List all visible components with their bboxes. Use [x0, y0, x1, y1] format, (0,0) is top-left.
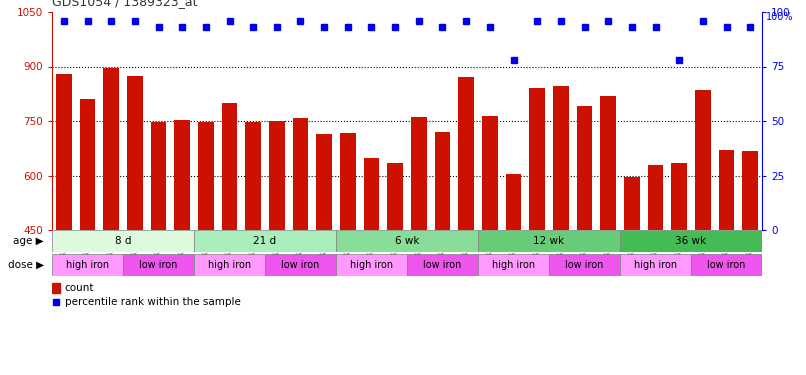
Bar — [478, 254, 549, 276]
Bar — [671, 163, 687, 230]
Bar — [600, 96, 616, 230]
Text: high iron: high iron — [492, 260, 535, 270]
Text: high iron: high iron — [350, 260, 393, 270]
Bar — [506, 174, 521, 230]
Text: GDS1054 / 1389323_at: GDS1054 / 1389323_at — [52, 0, 197, 8]
Bar — [549, 254, 620, 276]
Bar — [52, 254, 123, 276]
Bar — [340, 133, 355, 230]
Bar — [293, 118, 308, 230]
Bar — [222, 103, 237, 230]
Bar — [411, 117, 426, 230]
Text: low iron: low iron — [423, 260, 462, 270]
Bar — [317, 134, 332, 230]
Bar — [648, 165, 663, 230]
Bar — [103, 68, 118, 230]
Text: age ▶: age ▶ — [14, 236, 44, 246]
Bar — [194, 254, 265, 276]
Bar — [577, 106, 592, 230]
Bar — [198, 122, 214, 230]
Text: high iron: high iron — [634, 260, 677, 270]
Bar — [478, 230, 620, 252]
Bar — [269, 121, 285, 230]
Text: 36 wk: 36 wk — [675, 236, 707, 246]
Bar — [336, 230, 478, 252]
Bar — [719, 150, 734, 230]
Text: high iron: high iron — [208, 260, 251, 270]
Text: 12 wk: 12 wk — [534, 236, 564, 246]
Bar — [530, 88, 545, 230]
Bar — [620, 230, 762, 252]
Bar — [265, 254, 336, 276]
Bar — [52, 283, 60, 292]
Bar — [151, 122, 166, 230]
Text: low iron: low iron — [565, 260, 604, 270]
Bar — [691, 254, 762, 276]
Bar — [553, 87, 568, 230]
Bar — [459, 77, 474, 230]
Bar — [123, 254, 194, 276]
Bar — [695, 90, 711, 230]
Bar — [624, 177, 639, 230]
Text: high iron: high iron — [66, 260, 109, 270]
Text: count: count — [64, 283, 94, 293]
Text: low iron: low iron — [708, 260, 746, 270]
Bar — [620, 254, 691, 276]
Text: 8 d: 8 d — [114, 236, 131, 246]
Bar — [246, 122, 261, 230]
Bar — [336, 254, 407, 276]
Text: low iron: low iron — [139, 260, 177, 270]
Bar — [52, 230, 194, 252]
Bar — [742, 151, 758, 230]
Text: percentile rank within the sample: percentile rank within the sample — [64, 297, 241, 307]
Bar — [194, 230, 336, 252]
Bar — [364, 158, 379, 230]
Bar — [80, 99, 95, 230]
Text: 6 wk: 6 wk — [395, 236, 419, 246]
Bar — [482, 116, 497, 230]
Bar — [407, 254, 478, 276]
Bar — [434, 132, 451, 230]
Bar — [174, 120, 190, 230]
Text: dose ▶: dose ▶ — [8, 260, 44, 270]
Text: 100%: 100% — [766, 12, 794, 22]
Bar — [127, 76, 143, 230]
Text: 21 d: 21 d — [253, 236, 276, 246]
Bar — [388, 163, 403, 230]
Bar — [56, 74, 72, 230]
Text: low iron: low iron — [281, 260, 320, 270]
